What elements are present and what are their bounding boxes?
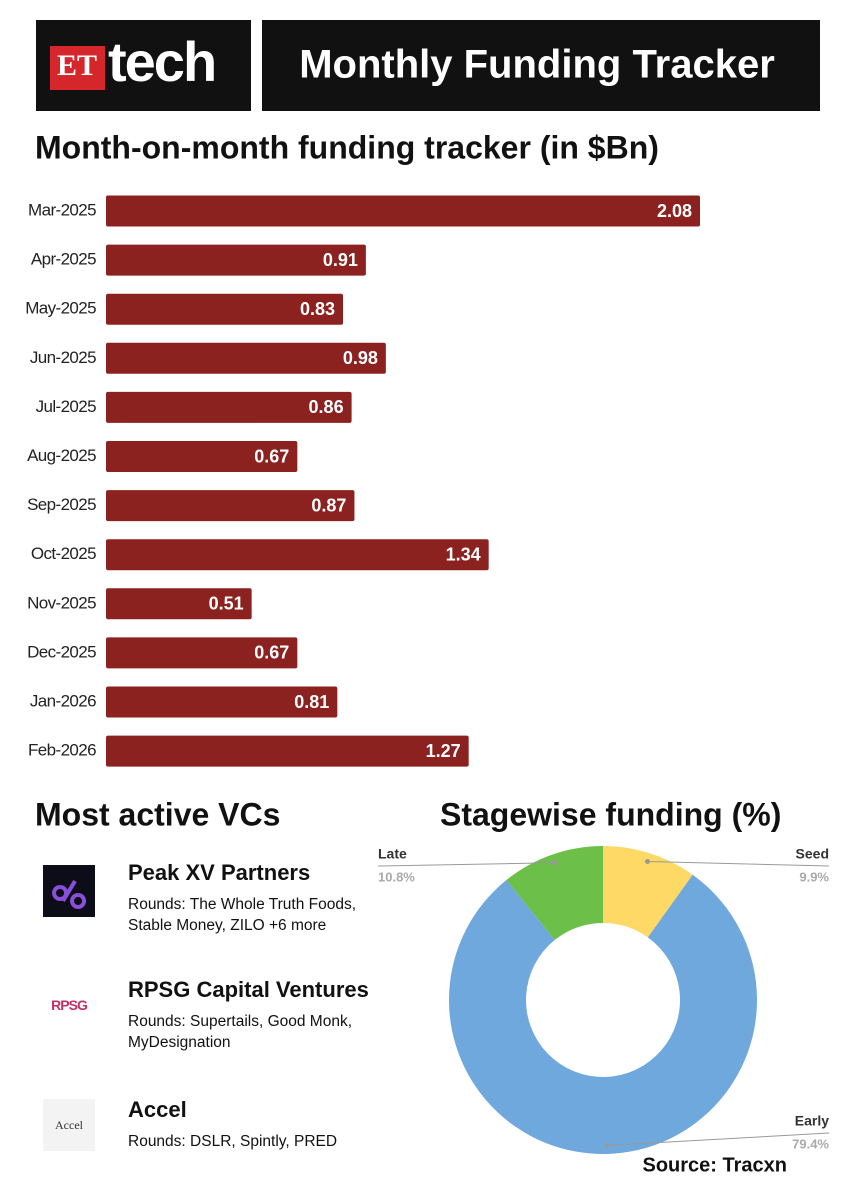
leader-line bbox=[647, 860, 830, 867]
leader-dot bbox=[552, 860, 558, 866]
bar bbox=[106, 244, 366, 276]
value-label: 0.83 bbox=[300, 299, 335, 319]
vcs-title: Most active VCs bbox=[35, 796, 280, 832]
slice-name: Late bbox=[378, 846, 407, 862]
bar bbox=[106, 391, 352, 423]
category-label: May-2025 bbox=[25, 299, 96, 318]
leader-line bbox=[377, 862, 555, 867]
value-label: 0.67 bbox=[254, 643, 289, 663]
pie-slice bbox=[603, 846, 693, 938]
value-label: 1.34 bbox=[446, 544, 481, 564]
pie-slice bbox=[449, 874, 758, 1154]
category-label: Oct-2025 bbox=[31, 544, 96, 563]
logo-tech: tech bbox=[108, 30, 215, 93]
bar bbox=[106, 637, 298, 669]
slice-value: 10.8% bbox=[378, 869, 415, 884]
slice-name: Seed bbox=[796, 846, 829, 862]
value-label: 0.98 bbox=[343, 348, 378, 368]
value-label: 0.81 bbox=[294, 692, 329, 712]
category-label: Jun-2025 bbox=[30, 348, 96, 367]
value-label: 2.08 bbox=[657, 201, 692, 221]
vc-name: RPSG Capital Ventures bbox=[128, 977, 369, 1002]
bar bbox=[106, 539, 489, 571]
bar bbox=[106, 735, 469, 767]
slice-value: 9.9% bbox=[799, 869, 829, 884]
pie-slice bbox=[506, 846, 603, 941]
category-label: Dec-2025 bbox=[27, 642, 96, 661]
icon-shape bbox=[52, 879, 87, 909]
peak-xv-icon bbox=[52, 879, 87, 909]
bar-chart-title: Month-on-month funding tracker (in $Bn) bbox=[35, 129, 659, 165]
vc-rounds: Rounds: The Whole Truth Foods, Stable Mo… bbox=[128, 896, 357, 934]
slice-value: 79.4% bbox=[792, 1136, 829, 1151]
value-label: 0.91 bbox=[323, 250, 358, 270]
bar bbox=[106, 342, 386, 374]
category-label: Apr-2025 bbox=[31, 250, 96, 269]
bar bbox=[106, 588, 252, 620]
category-label: Nov-2025 bbox=[27, 593, 96, 612]
category-label: Feb-2026 bbox=[28, 741, 96, 760]
logo-et-box bbox=[50, 46, 105, 90]
vc-name: Peak XV Partners bbox=[128, 860, 311, 885]
vc-logo bbox=[43, 865, 95, 917]
title-box bbox=[262, 20, 820, 111]
vc-logo: Accel bbox=[43, 1099, 95, 1151]
value-label: 0.86 bbox=[309, 397, 344, 417]
leader-dot bbox=[604, 1142, 610, 1148]
bar bbox=[106, 441, 298, 472]
category-label: Jul-2025 bbox=[36, 397, 97, 416]
leader-dot bbox=[644, 858, 650, 864]
value-label: 0.51 bbox=[209, 594, 244, 614]
value-label: 0.87 bbox=[311, 495, 346, 515]
vc-logo: RPSG bbox=[51, 997, 88, 1013]
source: Source: Tracxn bbox=[642, 1154, 787, 1176]
vc-rounds: Rounds: Supertails, Good Monk, MyDesigna… bbox=[128, 1013, 353, 1051]
bar bbox=[106, 686, 338, 718]
bar bbox=[106, 293, 344, 325]
value-label: 1.27 bbox=[426, 741, 461, 761]
category-label: Mar-2025 bbox=[28, 200, 96, 219]
vc-rounds: Rounds: DSLR, Spintly, PRED bbox=[128, 1133, 338, 1150]
bar bbox=[106, 490, 355, 522]
logo-et: ET bbox=[57, 49, 97, 82]
value-label: 0.67 bbox=[254, 446, 289, 466]
bar bbox=[106, 195, 700, 227]
category-label: Aug-2025 bbox=[27, 446, 96, 465]
pie-chart-title: Stagewise funding (%) bbox=[440, 796, 781, 832]
leader-line bbox=[607, 1132, 830, 1146]
category-label: Sep-2025 bbox=[27, 495, 96, 514]
slice-name: Early bbox=[795, 1113, 829, 1129]
vc-name: Accel bbox=[128, 1097, 187, 1122]
page-title: Monthly Funding Tracker bbox=[299, 43, 775, 87]
category-label: Jan-2026 bbox=[30, 691, 96, 710]
